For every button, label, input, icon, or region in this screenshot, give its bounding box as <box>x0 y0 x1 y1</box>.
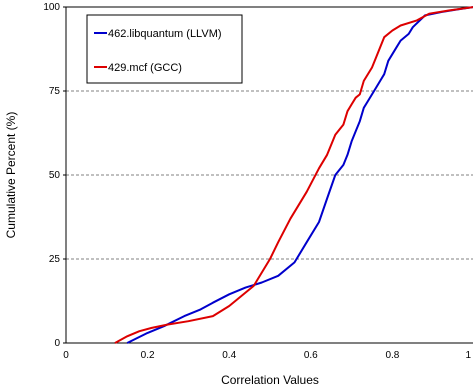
legend-label-libquantum: 462.libquantum (LLVM) <box>108 28 222 40</box>
x-axis-title: Correlation Values <box>221 373 319 387</box>
series-line-0 <box>126 6 473 344</box>
x-tick-label-4: 0.8 <box>385 350 399 361</box>
y-tick-label-4: 100 <box>43 2 60 13</box>
legend-label-mcf: 429.mcf (GCC) <box>108 62 182 74</box>
x-tick-label-2: 0.4 <box>222 350 236 361</box>
y-tick-label-1: 25 <box>49 254 61 265</box>
legend: 462.libquantum (LLVM) 429.mcf (GCC) <box>86 14 243 84</box>
axis-ticks: 0 25 50 75 100 0 0.2 0.4 0.6 0.8 1 <box>43 2 471 361</box>
x-tick-label-3: 0.6 <box>304 350 318 361</box>
y-axis-title: Cumulative Percent (%) <box>4 112 18 239</box>
series-layer <box>114 6 473 344</box>
series-line-1 <box>114 6 473 344</box>
x-tick-label-0: 0 <box>63 350 69 361</box>
y-tick-label-3: 75 <box>49 86 61 97</box>
y-tick-label-0: 0 <box>54 338 60 349</box>
y-tick-label-2: 50 <box>49 170 61 181</box>
x-tick-label-5: 1 <box>465 350 471 361</box>
legend-box <box>86 14 243 84</box>
x-tick-label-1: 0.2 <box>141 350 155 361</box>
